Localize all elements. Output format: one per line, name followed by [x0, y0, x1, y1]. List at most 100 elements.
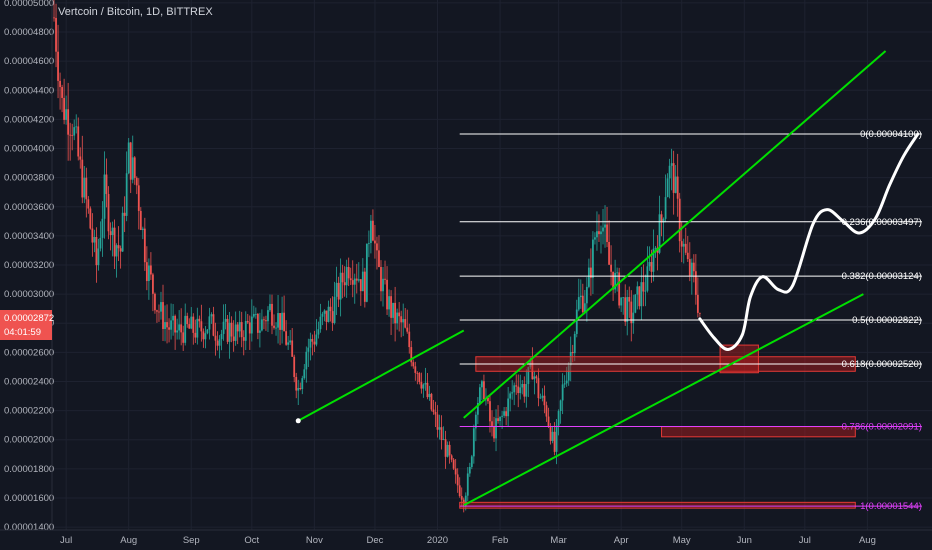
- y-tick-label: 0.00004800: [4, 27, 54, 38]
- candle-body: [299, 387, 302, 390]
- candle-body: [676, 176, 679, 199]
- candle-body: [216, 340, 219, 346]
- y-tick-label: 0.00004200: [4, 114, 54, 125]
- candle-body: [135, 177, 138, 186]
- price-axis[interactable]: 0.00005000 0.00004800 0.00004600 0.00004400…: [4, 0, 54, 533]
- candle-body: [365, 243, 368, 302]
- candle-body: [341, 272, 344, 283]
- candle-body: [446, 444, 449, 457]
- candle-body: [581, 295, 584, 313]
- candle-body: [141, 228, 144, 231]
- candle-body: [363, 271, 366, 302]
- candle-body: [684, 243, 687, 253]
- candle-body: [470, 456, 473, 467]
- candle-body: [333, 296, 336, 323]
- candle-body: [131, 157, 134, 180]
- candle-body: [600, 231, 602, 235]
- candle-body: [99, 237, 102, 249]
- price-badge: 0.00002872 04:01:59: [0, 310, 54, 340]
- candle-body: [204, 333, 207, 340]
- candle-body: [640, 282, 643, 307]
- y-tick-label: 0.00003200: [4, 260, 54, 271]
- fib-level-label: 0.382(0.00003124): [842, 271, 922, 282]
- projection-curve[interactable]: [698, 132, 920, 351]
- candle-body: [162, 302, 164, 329]
- y-tick-label: 0.00003000: [4, 289, 54, 300]
- projection-path[interactable]: [698, 132, 920, 351]
- candle-body: [404, 319, 407, 328]
- candle-body: [549, 426, 552, 441]
- candle-body: [428, 393, 431, 398]
- y-tick-label: 0.00004600: [4, 56, 54, 67]
- candle-body: [644, 290, 647, 292]
- candle-body: [117, 245, 120, 249]
- x-tick-label: Mar: [550, 535, 566, 546]
- candle-body: [396, 312, 399, 324]
- candle-body: [698, 312, 701, 314]
- candle-body: [339, 272, 342, 300]
- candle-body: [414, 366, 417, 373]
- candle-body: [493, 426, 495, 439]
- support-zone[interactable]: [661, 426, 856, 438]
- candle-body: [91, 228, 94, 243]
- candle-body: [156, 310, 158, 312]
- candle-body: [660, 214, 663, 223]
- x-tick-label: Apr: [614, 535, 629, 546]
- channel-upper-line[interactable]: [297, 329, 465, 422]
- candle-body: [212, 314, 215, 336]
- candle-body: [602, 227, 604, 232]
- candle-body: [170, 320, 172, 330]
- channel-lower-line[interactable]: [463, 293, 864, 507]
- candle-body: [390, 296, 392, 318]
- price-badge-value: 0.00002872: [4, 313, 54, 324]
- candle-body: [149, 265, 152, 275]
- candle-body: [265, 320, 267, 322]
- candle-body: [273, 325, 275, 328]
- candle-body: [232, 336, 235, 341]
- candle-body: [325, 310, 328, 322]
- candle-body: [533, 376, 536, 380]
- candle-body: [587, 267, 590, 287]
- candle-body: [367, 242, 370, 244]
- trend-channel[interactable]: [295, 50, 887, 507]
- candle-body: [166, 322, 168, 328]
- candle-body: [57, 51, 59, 81]
- candle-body: [376, 243, 378, 251]
- candle-body: [75, 126, 78, 128]
- candle-body: [303, 369, 306, 379]
- candle-body: [618, 272, 621, 306]
- candle-body: [254, 313, 257, 315]
- candle-body: [158, 311, 160, 313]
- support-zone[interactable]: [459, 501, 856, 509]
- candle-body: [101, 218, 104, 238]
- time-axis[interactable]: Jul Aug Sep Oct Nov Dec 2020 Feb Mar Apr May Jun Jul…: [0, 529, 932, 550]
- candle-body: [519, 387, 522, 394]
- candle-body: [662, 218, 665, 223]
- candle-body: [454, 468, 457, 475]
- candle-body: [291, 340, 294, 357]
- candle-body: [198, 318, 201, 322]
- chart-title: Vertcoin / Bitcoin, 1D, BITTREX: [58, 6, 213, 18]
- candle-body: [610, 264, 612, 272]
- candle-body: [416, 372, 419, 374]
- candle-body: [180, 324, 183, 333]
- candle-body: [668, 165, 671, 179]
- candle-body: [83, 177, 86, 198]
- candle-body: [442, 439, 445, 441]
- candle-body: [438, 427, 441, 430]
- channel-upper-line[interactable]: [463, 50, 887, 419]
- candle-body: [513, 385, 516, 393]
- candle-body: [335, 282, 338, 297]
- candle-body: [309, 338, 312, 348]
- candle-body: [468, 466, 471, 474]
- candle-body: [178, 324, 181, 331]
- candle-body: [107, 193, 110, 232]
- y-tick-label: 0.00001600: [4, 493, 54, 504]
- candle-body: [594, 237, 596, 240]
- y-tick-label: 0.00002600: [4, 347, 54, 358]
- candle-body: [634, 294, 637, 313]
- channel-anchor-point[interactable]: [295, 418, 301, 424]
- candle-body: [472, 428, 475, 457]
- candle-body: [287, 342, 290, 345]
